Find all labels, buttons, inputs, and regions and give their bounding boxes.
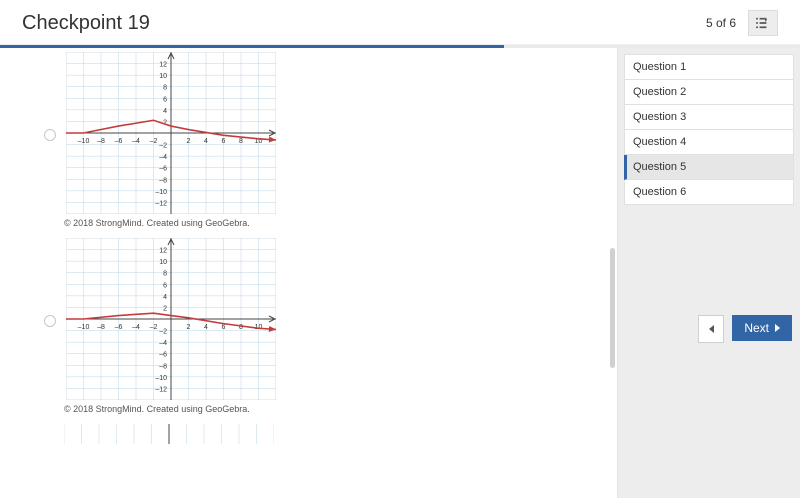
answer-option-2: –10–8–6–4–224681012108642–2–4–6–8–10–12 — [0, 234, 617, 400]
sidebar-item-question-4[interactable]: Question 4 — [624, 130, 794, 155]
page-title: Checkpoint 19 — [22, 12, 150, 35]
svg-text:–10: –10 — [78, 324, 90, 331]
svg-text:4: 4 — [163, 108, 167, 115]
answer-option-3 — [0, 420, 617, 444]
svg-text:6: 6 — [163, 96, 167, 103]
svg-text:4: 4 — [163, 294, 167, 301]
list-icon — [756, 17, 770, 29]
answer-radio-2[interactable] — [44, 315, 56, 327]
next-button[interactable]: Next — [732, 315, 792, 341]
sidebar-item-question-5[interactable]: Question 5 — [624, 155, 794, 180]
answer-option-1: –10–8–6–4–224681012108642–2–4–6–8–10–12 — [0, 48, 617, 214]
svg-text:–12: –12 — [155, 386, 167, 393]
svg-text:–2: –2 — [159, 329, 167, 336]
svg-text:–12: –12 — [155, 200, 167, 207]
header: Checkpoint 19 5 of 6 — [0, 0, 800, 45]
svg-text:–6: –6 — [115, 138, 123, 145]
svg-text:2: 2 — [163, 305, 167, 312]
svg-text:–6: –6 — [159, 352, 167, 359]
svg-text:2: 2 — [187, 324, 191, 331]
svg-text:–8: –8 — [159, 363, 167, 370]
svg-text:–4: –4 — [132, 138, 140, 145]
svg-text:6: 6 — [163, 282, 167, 289]
svg-text:12: 12 — [159, 248, 167, 255]
svg-text:–6: –6 — [159, 166, 167, 173]
graph-caption: © 2018 StrongMind. Created using GeoGebr… — [0, 400, 617, 420]
svg-text:10: 10 — [159, 259, 167, 266]
svg-text:–8: –8 — [159, 177, 167, 184]
svg-text:–10: –10 — [155, 375, 167, 382]
svg-text:4: 4 — [204, 138, 208, 145]
question-sidebar: Question 1Question 2Question 3Question 4… — [617, 48, 800, 498]
sidebar-item-question-6[interactable]: Question 6 — [624, 180, 794, 205]
svg-text:–4: –4 — [159, 340, 167, 347]
graph-g1: –10–8–6–4–224681012108642–2–4–6–8–10–12 — [66, 52, 276, 214]
question-pane: –10 –8 –6 –4 –2 2 4 6 8 10 12 10 8 6 4 2 –2 –4 –6 –8 –10 –12 ©… — [0, 48, 617, 498]
sidebar-item-question-1[interactable]: Question 1 — [624, 54, 794, 80]
svg-text:–2: –2 — [150, 324, 158, 331]
next-label: Next — [744, 321, 769, 335]
svg-text:6: 6 — [222, 138, 226, 145]
svg-text:–8: –8 — [97, 324, 105, 331]
graph-g2: –10–8–6–4–224681012108642–2–4–6–8–10–12 — [66, 238, 276, 400]
svg-text:2: 2 — [187, 138, 191, 145]
svg-text:8: 8 — [163, 85, 167, 92]
svg-text:6: 6 — [222, 324, 226, 331]
svg-text:8: 8 — [239, 138, 243, 145]
nav-row: Next — [624, 315, 794, 343]
svg-text:–8: –8 — [97, 138, 105, 145]
graph-caption: © 2018 StrongMind. Created using GeoGebr… — [0, 214, 617, 234]
question-counter: 5 of 6 — [706, 16, 736, 30]
chevron-right-icon — [775, 324, 780, 332]
svg-text:–4: –4 — [132, 324, 140, 331]
svg-text:–4: –4 — [159, 154, 167, 161]
chevron-left-icon — [709, 325, 714, 333]
question-list-toggle-button[interactable] — [748, 10, 778, 36]
svg-text:4: 4 — [204, 324, 208, 331]
svg-text:–6: –6 — [115, 324, 123, 331]
svg-text:–2: –2 — [159, 143, 167, 150]
svg-text:–10: –10 — [78, 138, 90, 145]
content: –10 –8 –6 –4 –2 2 4 6 8 10 12 10 8 6 4 2 –2 –4 –6 –8 –10 –12 ©… — [0, 48, 800, 498]
svg-text:10: 10 — [159, 73, 167, 80]
graph-g3-partial — [64, 424, 274, 444]
question-list: Question 1Question 2Question 3Question 4… — [624, 54, 794, 205]
svg-text:12: 12 — [159, 62, 167, 69]
prev-button[interactable] — [698, 315, 724, 343]
sidebar-item-question-3[interactable]: Question 3 — [624, 105, 794, 130]
svg-text:–10: –10 — [155, 189, 167, 196]
sidebar-item-question-2[interactable]: Question 2 — [624, 80, 794, 105]
scrollbar-thumb[interactable] — [610, 248, 615, 368]
header-right: 5 of 6 — [706, 10, 778, 36]
svg-text:–2: –2 — [150, 138, 158, 145]
svg-text:8: 8 — [163, 271, 167, 278]
answer-radio-1[interactable] — [44, 129, 56, 141]
